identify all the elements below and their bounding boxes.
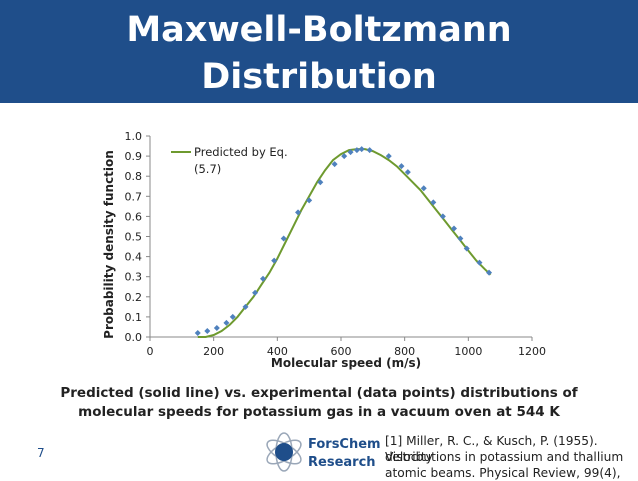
experimental-data-point (341, 153, 348, 160)
y-tick-label: 0.3 (125, 271, 143, 284)
y-tick-label: 0.4 (125, 251, 143, 264)
chart-axes: 0.0 0.1 0.2 0.3 0.4 0.5 0.6 0.7 0.8 0.9 1.0 0 200 400… (125, 130, 547, 358)
experimental-data-point (463, 245, 470, 252)
y-tick-label: 1.0 (125, 130, 143, 143)
experimental-data-point (457, 235, 464, 242)
y-tick-label: 0.7 (125, 190, 143, 203)
slide-title-line-1: Maxwell-Boltzmann (126, 10, 512, 50)
slide-title-line-2: Distribution (201, 57, 437, 97)
experimental-data-point (194, 329, 201, 336)
experimental-data-point (398, 163, 405, 170)
x-tick-label: 200 (203, 345, 224, 358)
atom-logo-icon (266, 432, 302, 472)
experimental-data-point (385, 153, 392, 160)
experimental-data-point (213, 324, 220, 331)
experimental-data-point (358, 146, 365, 153)
x-tick-label: 400 (267, 345, 288, 358)
figure-caption-line-2: molecular speeds for potassium gas in a … (78, 404, 560, 420)
experimental-data-point (280, 235, 287, 242)
x-tick-label: 800 (394, 345, 415, 358)
experimental-data-point (430, 199, 437, 206)
experimental-data-point (306, 197, 313, 204)
experimental-data-point (204, 327, 211, 334)
maxwell-boltzmann-chart: 0.0 0.1 0.2 0.3 0.4 0.5 0.6 0.7 0.8 0.9 1.0 0 200 400… (102, 130, 547, 370)
axis-labels: Molecular speed (m/s) Probability density… (102, 150, 421, 370)
x-tick-label: 1000 (454, 345, 482, 358)
x-axis-title: Molecular speed (m/s) (271, 356, 421, 370)
x-tick-label: 1200 (518, 345, 546, 358)
x-tick-label: 0 (147, 345, 154, 358)
reference-line-1: [1] Miller, R. C., & Kusch, P. (1955). V… (385, 434, 598, 464)
y-tick-label: 0.6 (125, 210, 143, 223)
experimental-data-point (295, 209, 302, 216)
experimental-data-point (439, 213, 446, 220)
title-band (0, 0, 638, 103)
reference-line-2: distributions in potassium and thallium (385, 450, 624, 464)
experimental-data-point (451, 225, 458, 232)
legend-label-line-1: Predicted by Eq. (194, 145, 288, 159)
y-tick-label: 0.0 (125, 331, 143, 344)
y-tick-label: 0.8 (125, 170, 143, 183)
chart-legend: Predicted by Eq. (5.7) (171, 145, 288, 176)
experimental-data-point (347, 149, 354, 156)
legend-label-line-2: (5.7) (194, 162, 221, 176)
experimental-data-point (260, 275, 267, 282)
experimental-data-point (476, 259, 483, 266)
experimental-data-point (229, 313, 236, 320)
page-number: 7 (37, 446, 45, 460)
experimental-data-point (252, 289, 259, 296)
experimental-data-point (242, 303, 249, 310)
y-axis-title: Probability density function (102, 150, 116, 339)
experimental-data-point (366, 147, 373, 154)
predicted-curve-line (197, 148, 492, 338)
y-tick-label: 0.5 (125, 231, 143, 244)
experimental-points-layer (194, 146, 493, 336)
forschem-logo: ForsChem Research (263, 430, 383, 475)
y-tick-label: 0.2 (125, 291, 143, 304)
y-tick-label: 0.9 (125, 150, 143, 163)
experimental-data-point (317, 179, 324, 186)
experimental-data-point (404, 169, 411, 176)
experimental-data-point (353, 147, 360, 154)
experimental-data-point (223, 319, 230, 326)
x-tick-label: 600 (331, 345, 352, 358)
experimental-data-point (331, 161, 338, 168)
experimental-data-point (271, 257, 278, 264)
reference-line-3: atomic beams. Physical Review, 99(4), (385, 466, 621, 480)
figure-caption-line-1: Predicted (solid line) vs. experimental … (60, 385, 578, 401)
experimental-data-point (486, 269, 493, 276)
logo-text-line-2: Research (308, 455, 376, 470)
logo-text-line-1: ForsChem (308, 437, 381, 452)
y-tick-label: 0.1 (125, 311, 143, 324)
predicted-curve-layer (197, 148, 492, 338)
